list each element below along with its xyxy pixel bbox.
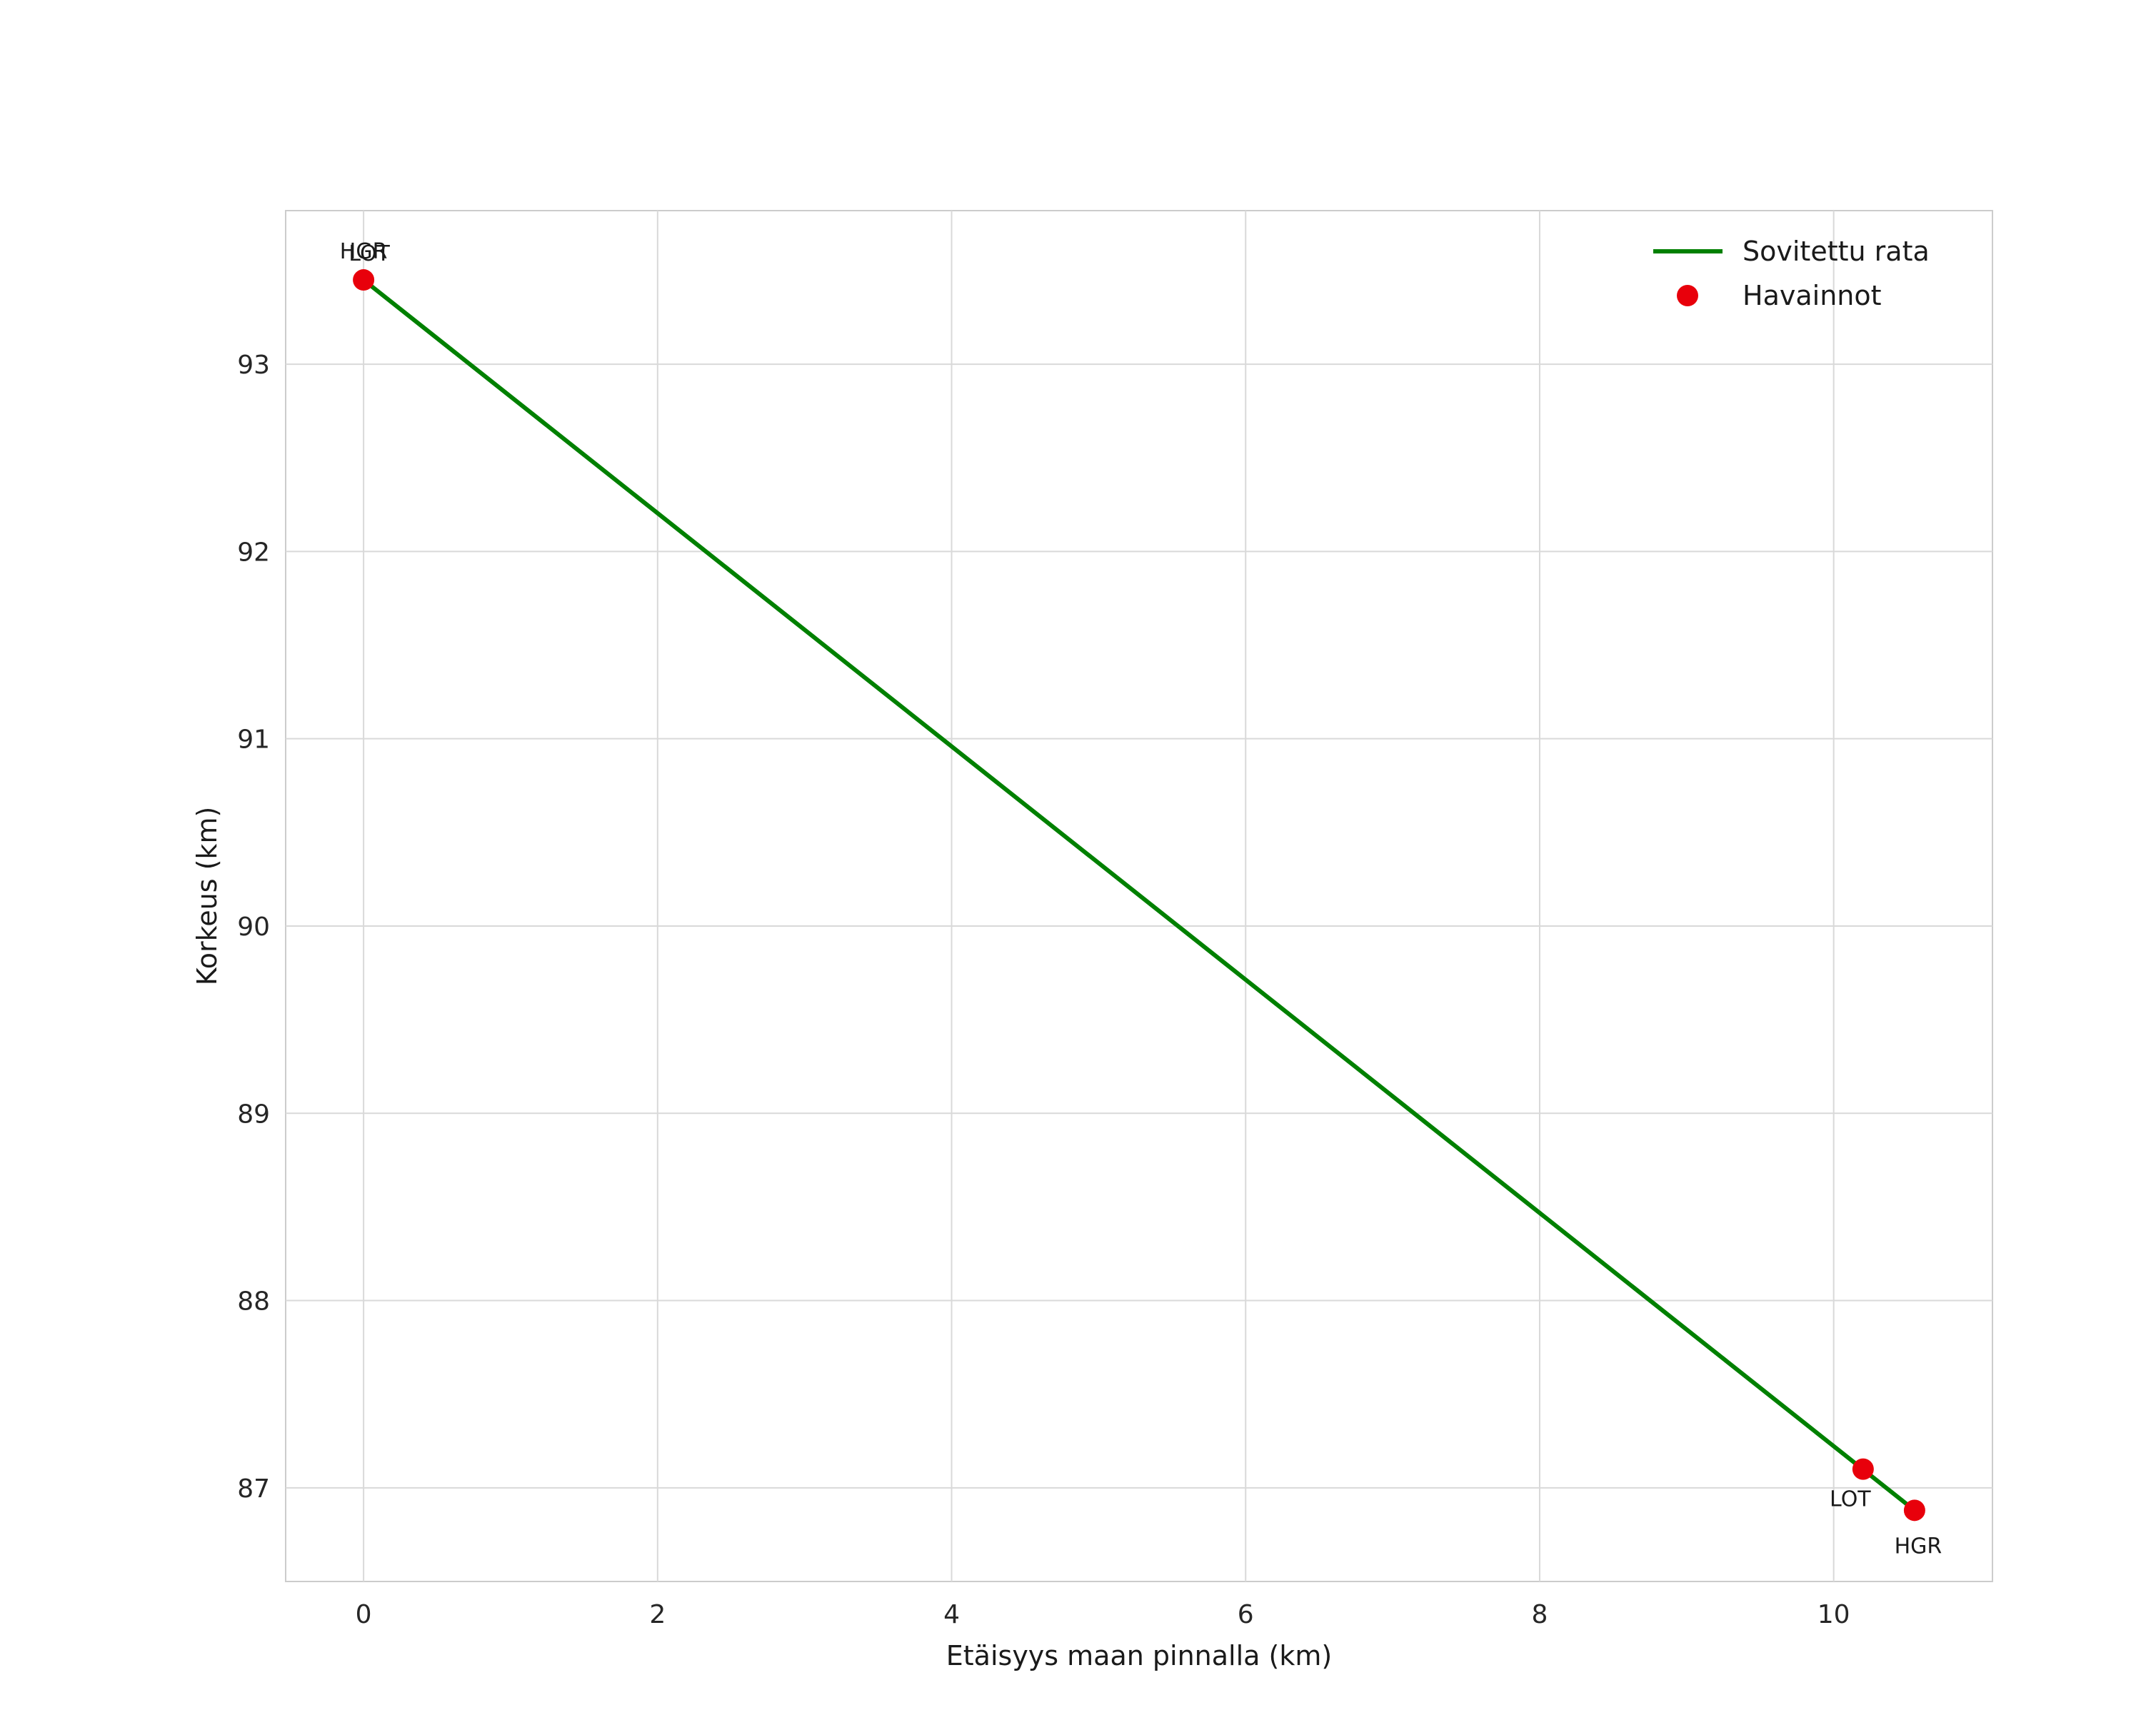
y-tick-label: 90	[237, 912, 270, 942]
y-tick-label: 93	[237, 351, 270, 380]
fitted-line	[361, 278, 1917, 1513]
x-tick-label: 4	[943, 1600, 960, 1629]
x-tick-label: 2	[649, 1600, 666, 1629]
data-point	[353, 269, 375, 291]
x-axis-label: Etäisyys maan pinnalla (km)	[946, 1640, 1332, 1671]
legend-entry-label: Havainnot	[1743, 280, 1882, 311]
point-label: HGR	[340, 239, 388, 264]
legend-marker-sample	[1677, 285, 1698, 306]
legend-entry-label: Sovitettu rata	[1743, 236, 1930, 267]
y-tick-label: 88	[237, 1287, 270, 1317]
y-axis-label: Korkeus (km)	[191, 807, 223, 986]
y-tick-label: 87	[237, 1474, 270, 1504]
x-tick-label: 0	[356, 1600, 372, 1629]
y-tick-label: 92	[237, 538, 270, 567]
point-label: LOT	[1830, 1487, 1871, 1512]
point-label: HGR	[1895, 1534, 1942, 1559]
x-tick-label: 8	[1532, 1600, 1548, 1629]
data-point	[1852, 1458, 1874, 1480]
y-tick-label: 91	[237, 725, 270, 755]
x-tick-label: 6	[1238, 1600, 1254, 1629]
x-tick-label: 10	[1817, 1600, 1850, 1629]
y-tick-label: 89	[237, 1100, 270, 1129]
point-label: LOT	[349, 241, 390, 266]
data-point	[1903, 1499, 1925, 1522]
